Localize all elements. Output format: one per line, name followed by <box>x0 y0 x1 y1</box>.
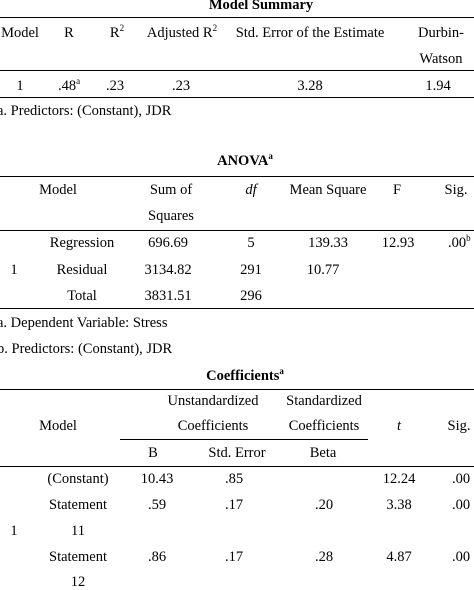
header-t: t <box>396 418 402 434</box>
cell-durbin-watson: 1.94 <box>425 78 451 94</box>
header-mean-square: Mean Square <box>289 182 367 198</box>
footnote: b. Predictors: (Constant), JDR <box>0 341 173 357</box>
cell-sig: .00 <box>451 549 471 565</box>
row-label-statement-12: Statement <box>49 549 107 565</box>
header-f: F <box>392 182 402 198</box>
cell-sum-of-squares: 696.69 <box>148 235 188 251</box>
table-rule <box>0 466 474 467</box>
cell-std-error: .17 <box>224 497 244 513</box>
footnote: a. Dependent Variable: Stress <box>0 315 168 331</box>
cell-r-squared: .23 <box>105 78 125 94</box>
header-model: Model <box>39 418 77 434</box>
cell-sig: .00 <box>451 497 471 513</box>
cell-mean-square: 139.33 <box>308 235 348 251</box>
header-durbin-watson-1: Durbin- <box>418 25 464 41</box>
header-sig: Sig. <box>444 182 468 198</box>
row-label-regression: Regression <box>49 235 115 251</box>
table-rule <box>0 308 474 309</box>
row-label-statement-11: Statement <box>49 497 107 513</box>
cell-std-error: .85 <box>224 471 244 487</box>
cell-sum-of-squares: 3134.82 <box>144 262 192 278</box>
cell-r: .48a <box>57 76 81 94</box>
header-standardized-1: Standardized <box>286 393 362 409</box>
header-sum-of-squares-2: Squares <box>148 208 194 224</box>
table-rule <box>0 230 474 231</box>
cell-b: .59 <box>147 497 167 513</box>
cell-model: 1 <box>16 78 24 94</box>
anova-title: ANOVAa <box>217 151 273 169</box>
header-unstandardized-1: Unstandardized <box>167 393 259 409</box>
coefficients-title: Coefficientsa <box>206 366 284 384</box>
header-b: B <box>148 445 158 461</box>
cell-t: 12.24 <box>382 471 416 487</box>
cell-df: 5 <box>247 235 255 251</box>
cell-t: 3.38 <box>386 497 412 513</box>
cell-std-error: .17 <box>224 549 244 565</box>
cell-df: 296 <box>240 288 262 304</box>
cell-beta: .20 <box>314 497 334 513</box>
header-sum-of-squares-1: Sum of <box>149 182 193 198</box>
header-adjusted-r-squared: Adjusted R2 <box>146 23 218 41</box>
row-label-total: Total <box>67 288 97 304</box>
cell-adjusted-r-squared: .23 <box>171 78 191 94</box>
cell-t: 4.87 <box>386 549 412 565</box>
cell-mean-square: 10.77 <box>306 262 340 278</box>
header-model: Model <box>39 182 77 198</box>
cell-sig: .00b <box>448 233 471 251</box>
cell-b: 10.43 <box>140 471 174 487</box>
table-rule <box>120 439 368 440</box>
header-sig: Sig. <box>447 418 471 434</box>
row-label-statement-11-number: 11 <box>71 523 85 539</box>
row-label-residual: Residual <box>56 262 108 278</box>
header-model: Model <box>1 25 39 41</box>
header-std-error: Std. Error <box>208 445 266 461</box>
header-standardized-2: Coefficients <box>288 418 360 434</box>
table-rule <box>0 97 474 98</box>
table-rule <box>0 70 474 71</box>
header-r: R <box>64 25 74 41</box>
footnote: a. Predictors: (Constant), JDR <box>0 103 172 119</box>
cell-beta: .28 <box>314 549 334 565</box>
header-beta: Beta <box>309 445 337 461</box>
header-unstandardized-2: Coefficients <box>177 418 249 434</box>
table-rule <box>0 17 474 18</box>
table-rule <box>0 176 474 177</box>
header-r-squared: R2 <box>109 23 125 41</box>
cell-sum-of-squares: 3831.51 <box>144 288 192 304</box>
table-rule <box>0 389 474 390</box>
cell-f: 12.93 <box>381 235 415 251</box>
anova-model-number: 1 <box>10 262 18 278</box>
cell-sig: .00 <box>451 471 471 487</box>
model-summary-title: Model Summary <box>208 0 314 13</box>
header-std-error: Std. Error of the Estimate <box>235 25 385 41</box>
row-label-statement-12-number: 12 <box>70 574 86 590</box>
header-durbin-watson-2: Watson <box>419 51 463 67</box>
cell-std-error: 3.28 <box>297 78 323 94</box>
row-label-constant: (Constant) <box>47 471 109 487</box>
coefficients-model-number: 1 <box>10 523 18 539</box>
header-df: df <box>245 182 257 198</box>
cell-b: .86 <box>147 549 167 565</box>
cell-df: 291 <box>240 262 262 278</box>
